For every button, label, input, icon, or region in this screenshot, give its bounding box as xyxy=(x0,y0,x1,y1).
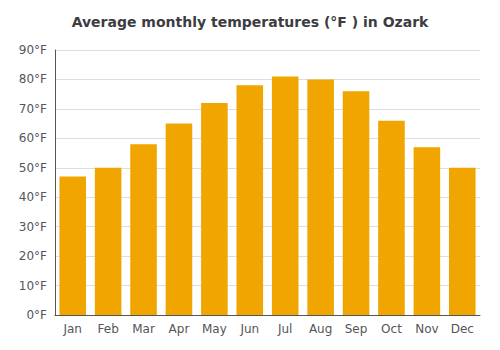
svg-text:90°F: 90°F xyxy=(19,43,47,57)
svg-text:Apr: Apr xyxy=(169,322,190,336)
svg-text:40°F: 40°F xyxy=(19,190,47,204)
svg-text:50°F: 50°F xyxy=(19,161,47,175)
svg-text:Nov: Nov xyxy=(415,322,438,336)
svg-text:Dec: Dec xyxy=(451,322,474,336)
svg-text:70°F: 70°F xyxy=(19,102,47,116)
svg-text:Feb: Feb xyxy=(98,322,119,336)
svg-text:Jun: Jun xyxy=(239,322,259,336)
svg-text:20°F: 20°F xyxy=(19,249,47,263)
svg-text:Jul: Jul xyxy=(277,322,292,336)
svg-text:30°F: 30°F xyxy=(19,220,47,234)
svg-text:Oct: Oct xyxy=(381,322,402,336)
svg-text:Average monthly temperatures (: Average monthly temperatures (°F ) in Oz… xyxy=(72,14,429,30)
svg-text:May: May xyxy=(202,322,227,336)
svg-text:80°F: 80°F xyxy=(19,72,47,86)
svg-text:Sep: Sep xyxy=(345,322,368,336)
svg-text:Mar: Mar xyxy=(132,322,155,336)
svg-text:60°F: 60°F xyxy=(19,131,47,145)
svg-text:0°F: 0°F xyxy=(26,308,47,322)
svg-text:10°F: 10°F xyxy=(19,279,47,293)
svg-text:Aug: Aug xyxy=(309,322,332,336)
svg-text:Jan: Jan xyxy=(62,322,82,336)
